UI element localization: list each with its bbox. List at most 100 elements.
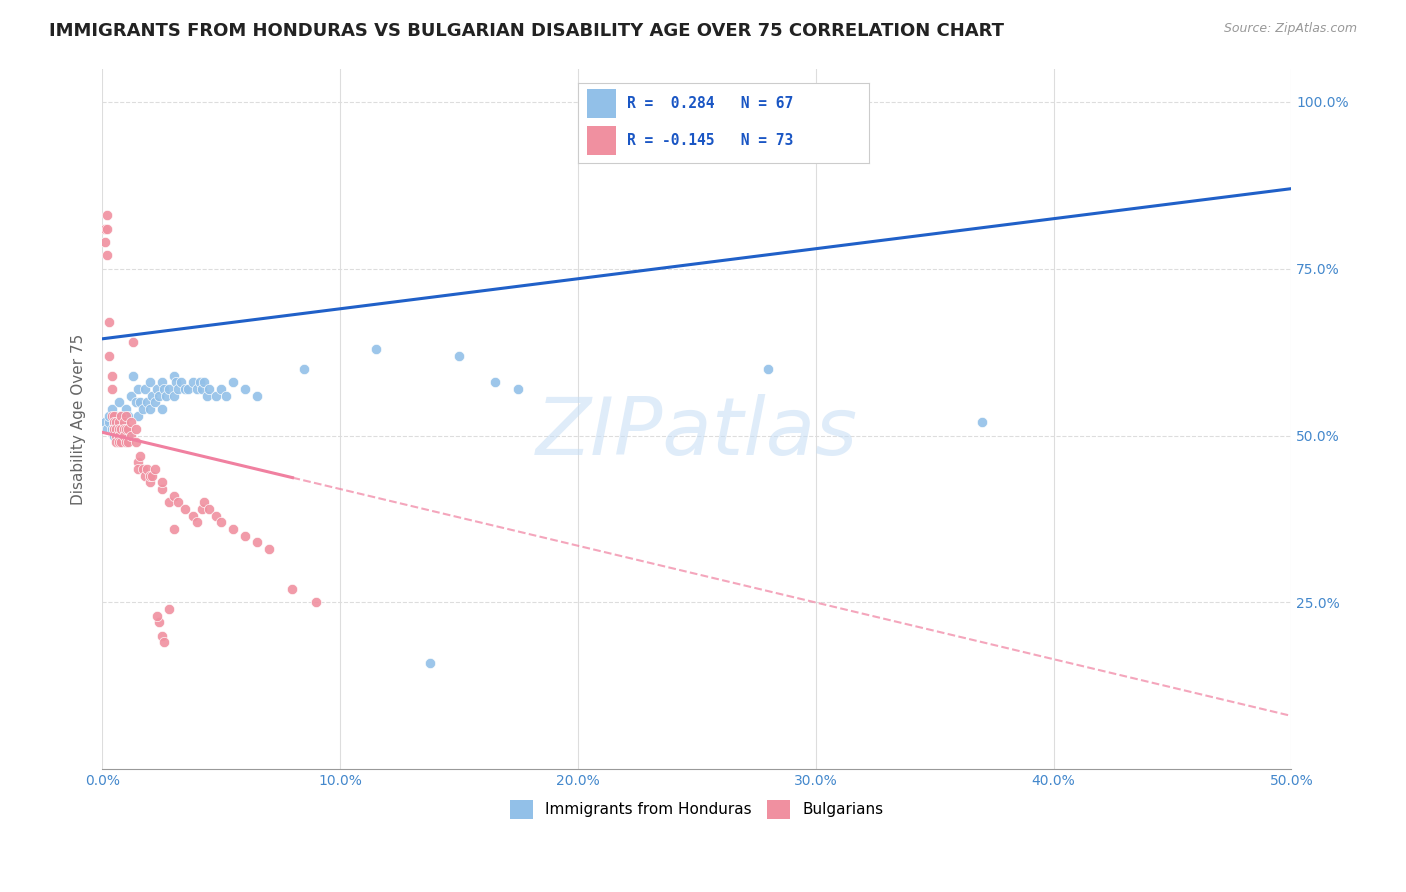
Point <box>139 475 162 490</box>
Point <box>162 522 184 536</box>
Point <box>129 449 152 463</box>
Point <box>98 415 121 429</box>
Point <box>110 435 132 450</box>
Point <box>127 382 149 396</box>
Point <box>131 401 153 416</box>
Point <box>98 349 121 363</box>
Point <box>162 489 184 503</box>
Point <box>174 502 197 516</box>
Point <box>134 468 156 483</box>
Point <box>115 435 138 450</box>
Point <box>129 395 152 409</box>
Text: IMMIGRANTS FROM HONDURAS VS BULGARIAN DISABILITY AGE OVER 75 CORRELATION CHART: IMMIGRANTS FROM HONDURAS VS BULGARIAN DI… <box>49 22 1004 40</box>
Point <box>165 375 187 389</box>
Point <box>120 428 142 442</box>
Point <box>115 422 138 436</box>
Point <box>188 375 211 389</box>
Point <box>93 235 115 249</box>
Point <box>155 388 177 402</box>
Point <box>292 362 315 376</box>
Point <box>103 422 125 436</box>
Text: Source: ZipAtlas.com: Source: ZipAtlas.com <box>1223 22 1357 36</box>
Point <box>136 462 159 476</box>
Point <box>122 335 145 350</box>
Point <box>127 409 149 423</box>
Y-axis label: Disability Age Over 75: Disability Age Over 75 <box>72 334 86 505</box>
Point <box>150 629 173 643</box>
Point <box>143 395 166 409</box>
Point <box>222 375 245 389</box>
Point <box>108 435 131 450</box>
Point <box>117 428 139 442</box>
Point <box>191 502 214 516</box>
Text: ZIPatlas: ZIPatlas <box>536 394 858 472</box>
Point <box>112 422 135 436</box>
Point <box>305 595 328 609</box>
Point <box>157 382 180 396</box>
Point <box>191 382 214 396</box>
Point <box>146 608 169 623</box>
Point <box>112 428 135 442</box>
Point <box>100 401 122 416</box>
Point <box>108 415 131 429</box>
Point <box>108 422 131 436</box>
Point <box>110 422 132 436</box>
Point <box>141 388 163 402</box>
Point <box>103 428 125 442</box>
Point <box>117 422 139 436</box>
Point <box>447 349 470 363</box>
Point <box>108 428 131 442</box>
Point <box>484 375 506 389</box>
Point <box>115 409 138 423</box>
Point <box>96 248 118 262</box>
Point <box>105 422 128 436</box>
Point <box>170 375 193 389</box>
Point <box>124 435 146 450</box>
Point <box>100 409 122 423</box>
Point <box>100 368 122 383</box>
Point <box>195 388 218 402</box>
Point <box>756 362 779 376</box>
Point <box>112 415 135 429</box>
Point <box>150 475 173 490</box>
Point <box>136 395 159 409</box>
Point <box>103 409 125 423</box>
Point <box>150 482 173 496</box>
Point <box>103 415 125 429</box>
Point <box>141 468 163 483</box>
Point <box>215 388 238 402</box>
Point <box>96 221 118 235</box>
Point <box>110 409 132 423</box>
Point <box>108 395 131 409</box>
Point <box>508 382 530 396</box>
Point <box>157 495 180 509</box>
Point <box>98 315 121 329</box>
Point <box>222 522 245 536</box>
Point <box>124 422 146 436</box>
Point <box>143 462 166 476</box>
Point <box>972 415 994 429</box>
Point <box>150 401 173 416</box>
Point <box>139 468 162 483</box>
Legend: Immigrants from Honduras, Bulgarians: Immigrants from Honduras, Bulgarians <box>503 794 890 825</box>
Point <box>139 401 162 416</box>
Point <box>127 462 149 476</box>
Point <box>205 388 228 402</box>
Point <box>233 529 256 543</box>
Point <box>186 382 208 396</box>
Point <box>257 542 280 557</box>
Point <box>198 382 221 396</box>
Point <box>103 415 125 429</box>
Point <box>181 375 204 389</box>
Point <box>162 388 184 402</box>
Point <box>96 208 118 222</box>
Point <box>153 382 176 396</box>
Point <box>153 635 176 649</box>
Point <box>112 415 135 429</box>
Point <box>150 375 173 389</box>
Point <box>162 368 184 383</box>
Point <box>110 409 132 423</box>
Point <box>139 375 162 389</box>
Point <box>108 422 131 436</box>
Point <box>148 388 170 402</box>
